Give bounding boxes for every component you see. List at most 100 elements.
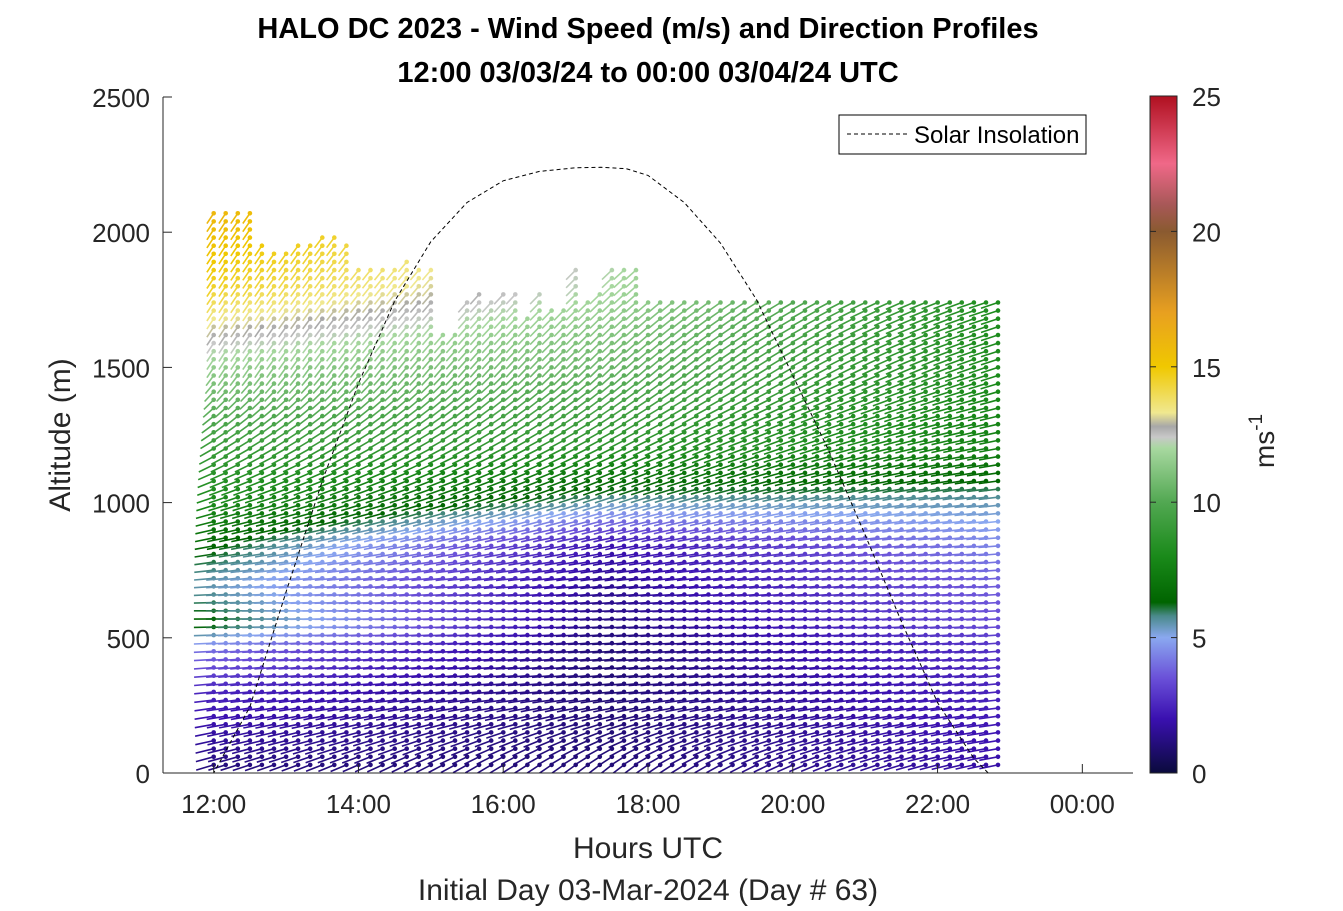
wind-barb-dot xyxy=(271,381,277,386)
wind-barb-dot xyxy=(283,754,289,760)
wind-barb xyxy=(580,585,600,590)
wind-barb-dot xyxy=(259,316,265,322)
wind-barb xyxy=(354,480,371,489)
wind-barb xyxy=(496,537,516,543)
wind-barb xyxy=(437,512,456,520)
wind-barb xyxy=(340,512,359,520)
wind-barb-dot xyxy=(488,478,494,484)
wind-barb-dot xyxy=(404,324,410,330)
wind-barb-dot xyxy=(537,348,542,354)
wind-barb xyxy=(472,537,492,543)
wind-barb-dot xyxy=(501,357,506,362)
wind-barb xyxy=(531,666,552,670)
wind-barb xyxy=(423,707,444,713)
wind-barb-dot xyxy=(549,365,554,370)
wind-barb xyxy=(556,593,576,597)
wind-barb-dot xyxy=(392,267,398,273)
wind-barb xyxy=(194,553,214,558)
wind-barb xyxy=(340,504,359,512)
wind-barb xyxy=(219,520,238,527)
wind-barb xyxy=(218,666,238,670)
wind-barb xyxy=(331,455,347,465)
wind-barb xyxy=(328,528,347,535)
wind-barb xyxy=(194,577,214,581)
wind-barb-dot xyxy=(223,292,228,297)
wind-barb xyxy=(401,731,420,739)
wind-barb xyxy=(520,699,540,704)
wind-barb-dot xyxy=(368,284,373,289)
wind-barb xyxy=(316,504,335,512)
wind-barb xyxy=(568,650,588,654)
wind-barb xyxy=(401,496,420,504)
wind-barb xyxy=(292,512,311,520)
wind-barb-dot xyxy=(609,292,615,297)
wind-barb xyxy=(375,577,395,582)
wind-barb-dot xyxy=(368,275,373,281)
wind-barb-dot xyxy=(271,762,277,768)
wind-barb-dot xyxy=(621,267,627,273)
wind-barb-dot xyxy=(247,527,253,532)
wind-barb xyxy=(231,520,251,527)
wind-barb-dot xyxy=(440,535,446,541)
wind-barb xyxy=(380,447,396,457)
wind-barb-dot xyxy=(295,754,301,760)
wind-barb-dot xyxy=(549,519,554,524)
wind-barb xyxy=(571,480,589,489)
wind-barb xyxy=(413,731,432,739)
wind-barb xyxy=(273,423,287,434)
wind-barb-dot xyxy=(561,373,566,378)
wind-barb xyxy=(259,447,275,458)
wind-barb-dot xyxy=(320,527,325,532)
wind-barb-dot xyxy=(428,365,434,370)
wind-barb xyxy=(242,691,262,695)
wind-barb xyxy=(293,496,311,504)
wind-barb xyxy=(523,739,540,748)
wind-barb-dot xyxy=(211,511,216,516)
wind-barb-dot xyxy=(247,738,253,743)
wind-barb xyxy=(379,764,396,773)
wind-barb-dot xyxy=(657,713,663,719)
wind-barb-dot xyxy=(452,348,458,354)
wind-barb-dot xyxy=(307,373,313,378)
wind-barb-dot xyxy=(452,373,458,378)
wind-barb xyxy=(403,455,420,465)
wind-barb xyxy=(437,496,456,504)
wind-barb xyxy=(531,683,552,687)
wind-barb-dot xyxy=(501,705,506,711)
wind-barb xyxy=(400,512,420,520)
wind-barb xyxy=(484,707,504,713)
wind-barb xyxy=(580,666,600,670)
wind-barb xyxy=(425,496,444,504)
wind-barb xyxy=(331,447,347,458)
wind-barb xyxy=(569,715,588,722)
wind-barb-dot xyxy=(223,219,228,224)
wind-barb-dot xyxy=(488,535,494,541)
wind-barb-dot xyxy=(561,527,566,532)
wind-barb-dot xyxy=(657,486,663,492)
wind-barb xyxy=(558,723,576,731)
wind-barb xyxy=(219,528,238,535)
wind-barb-dot xyxy=(440,348,446,354)
wind-barb-dot xyxy=(609,722,615,727)
wind-barb xyxy=(440,439,456,449)
wind-barb-dot xyxy=(368,730,373,735)
wind-barb xyxy=(293,480,311,489)
wind-barb-dot xyxy=(295,519,301,524)
wind-barb xyxy=(460,553,480,559)
wind-barb-dot xyxy=(476,511,482,516)
wind-barb-dot xyxy=(416,348,422,354)
wind-barb xyxy=(507,691,528,695)
wind-barb xyxy=(375,666,395,670)
wind-barb xyxy=(487,472,504,481)
wind-barb-dot xyxy=(307,762,313,768)
wind-barb xyxy=(334,415,347,426)
wind-barb xyxy=(491,391,504,402)
wind-barb xyxy=(389,496,407,504)
wind-barb xyxy=(532,545,552,551)
wind-barb xyxy=(345,423,359,434)
wind-barb xyxy=(559,739,577,749)
wind-barb-dot xyxy=(223,397,228,403)
wind-barb-dot xyxy=(585,738,591,743)
wind-barb-dot xyxy=(356,543,361,549)
wind-barb xyxy=(411,561,432,566)
